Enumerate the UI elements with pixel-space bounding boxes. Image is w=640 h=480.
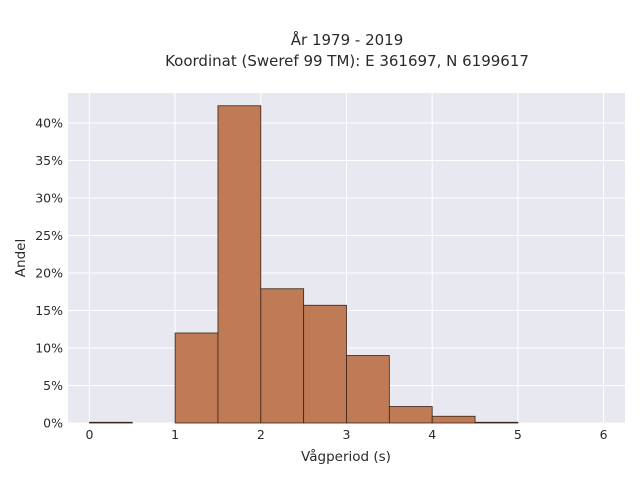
histogram-bar: [303, 304, 347, 424]
histogram-bar: [260, 288, 305, 424]
bars: [89, 105, 519, 424]
histogram-bar: [174, 332, 219, 424]
y-tick-label: 40%: [35, 116, 63, 131]
x-tick-label: 1: [171, 427, 179, 442]
x-tick-label: 5: [514, 427, 522, 442]
x-tick-label: 0: [85, 427, 93, 442]
x-tick-label: 2: [257, 427, 265, 442]
histogram-bar: [217, 105, 262, 424]
chart-title: År 1979 - 2019: [291, 30, 404, 49]
y-tick-label: 5%: [43, 378, 63, 393]
y-tick-label: 25%: [35, 228, 63, 243]
histogram-bar: [346, 355, 390, 424]
y-tick-label: 10%: [35, 341, 63, 356]
histogram-bar: [388, 406, 433, 424]
y-ticks: 0% 5% 10% 15% 20% 25% 30% 35% 40%: [35, 116, 63, 431]
chart-subtitle: Koordinat (Sweref 99 TM): E 361697, N 61…: [165, 52, 529, 70]
y-tick-label: 35%: [35, 153, 63, 168]
x-tick-label: 6: [600, 427, 608, 442]
y-tick-label: 0%: [43, 416, 63, 431]
x-axis-label: Vågperiod (s): [301, 448, 391, 465]
x-tick-label: 3: [343, 427, 351, 442]
x-tick-label: 4: [428, 427, 436, 442]
histogram-bar: [431, 415, 476, 424]
x-ticks: 0 1 2 3 4 5 6: [85, 427, 607, 442]
histogram-bar: [89, 421, 133, 424]
histogram-bar: [474, 421, 519, 424]
y-axis-label: Andel: [13, 239, 29, 277]
y-tick-label: 15%: [35, 303, 63, 318]
y-tick-label: 30%: [35, 191, 63, 206]
y-tick-label: 20%: [35, 266, 63, 281]
